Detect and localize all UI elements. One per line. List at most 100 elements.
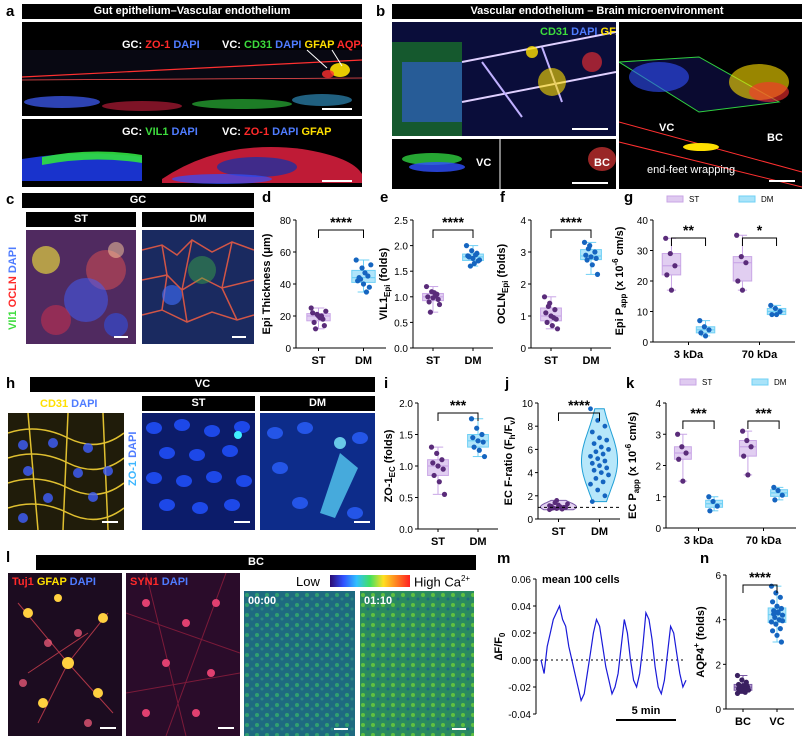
y-tick-label: -0.02: [508, 683, 531, 694]
data-point: [588, 406, 593, 412]
micrograph-h-st-art: [142, 413, 255, 530]
micrograph-c-st-art: [26, 230, 136, 344]
data-point: [773, 621, 779, 627]
data-point: [476, 257, 483, 263]
y-tick-label: 2: [520, 280, 526, 291]
y-tick-label: 6: [715, 571, 721, 582]
y-tick-label: 4: [520, 216, 526, 227]
data-point: [745, 472, 751, 478]
y-axis-label-part: h: [508, 434, 517, 439]
data-point: [778, 605, 785, 612]
data-point: [698, 330, 704, 336]
data-point: [436, 479, 442, 485]
stain-label: GFAP: [33, 576, 67, 588]
data-point: [554, 498, 560, 503]
x-tick-label: 70 kDa: [746, 535, 782, 547]
y-tick-label: 1: [520, 312, 526, 323]
stain-label: GC:: [122, 126, 146, 138]
y-tick-label: 2: [527, 492, 533, 503]
y-tick-label: 0.00: [512, 656, 532, 667]
end-feet-wrapping-label: end-feet wrapping: [647, 164, 736, 176]
stain-label: SYN1: [130, 576, 159, 588]
data-point: [606, 447, 611, 452]
micrograph-b-main-art: [392, 31, 616, 136]
data-point: [476, 447, 482, 453]
data-point: [543, 310, 549, 316]
panel-b-stain-legend: CD31 DAPI GFAP AQP4: [540, 26, 616, 38]
stain-label: CD31: [40, 398, 69, 410]
data-point: [466, 254, 472, 260]
significance-label: ****: [568, 397, 590, 413]
data-point: [430, 460, 436, 466]
data-point: [441, 491, 448, 497]
chart-letter-e: e: [380, 189, 388, 206]
chart-title: mean 100 cells: [542, 574, 620, 586]
x-tick-label: ST: [544, 355, 558, 367]
data-point: [735, 278, 741, 284]
data-point: [589, 460, 595, 466]
data-point: [597, 463, 602, 469]
data-point: [778, 639, 785, 645]
panel-h-st-label: ST: [142, 396, 255, 411]
y-axis-label-part: /F: [503, 424, 515, 434]
y-axis-label-part: Epi Thickness (μm): [261, 233, 273, 334]
data-point: [480, 439, 486, 445]
panel-b-bc-label: BC: [594, 157, 610, 169]
scale-bar: [232, 336, 246, 338]
stain-label: VC:: [222, 126, 244, 138]
y-tick-label: 0.5: [394, 318, 408, 329]
significance-bracket: [432, 229, 474, 238]
data-point: [710, 498, 716, 505]
panel-letter-a: a: [6, 3, 15, 20]
panel-l-stain1: Tuj1 GFAP DAPI: [12, 576, 96, 588]
data-point: [697, 318, 703, 324]
micrograph-l-calcium-t0-art: [244, 591, 355, 736]
y-axis-label-part: cm/s): [614, 226, 626, 258]
data-point: [598, 444, 604, 450]
data-point: [707, 508, 713, 514]
y-axis-label: EC F-ratio (Fh/Fv): [503, 416, 517, 505]
data-point: [675, 431, 681, 437]
x-tick-label: ST: [311, 355, 325, 367]
y-axis-label-part: app: [632, 479, 641, 493]
data-point: [549, 323, 555, 329]
micrograph-l-calcium-t1: 01:10: [360, 591, 474, 736]
data-point: [779, 612, 786, 618]
data-point: [588, 481, 593, 487]
y-axis-label-part: EC P: [627, 493, 639, 519]
y-axis-label: VIL1Epi (folds): [378, 247, 392, 320]
data-point: [595, 487, 601, 493]
micrograph-b-3d-art: [619, 56, 802, 188]
y-axis-label: ZO-1EC (folds): [383, 429, 397, 502]
data-point: [311, 319, 317, 325]
data-point: [545, 303, 552, 309]
data-point: [701, 324, 707, 330]
data-point: [427, 309, 433, 315]
significance-bracket: [742, 584, 778, 593]
data-point: [663, 235, 669, 241]
micrograph-h-cd31-art: [8, 413, 124, 530]
panel-a-row2-left-stain: GC: VIL1 DAPI: [122, 126, 198, 138]
scale-bar: [322, 108, 352, 110]
stain-label: DAPI: [170, 39, 200, 51]
panel-letter-b: b: [376, 3, 386, 20]
data-point: [680, 478, 686, 484]
x-tick-label: ST: [426, 355, 440, 367]
significance-bracket: [747, 420, 780, 429]
micrograph-b-3d: VC BC end-feet wrapping: [619, 22, 802, 189]
calcium-high-label: High Ca2+: [414, 574, 470, 589]
scale-bar: [572, 128, 608, 130]
data-point: [775, 487, 781, 494]
data-point: [589, 262, 595, 268]
trace-line: [540, 604, 687, 703]
micrograph-h-st: [142, 413, 255, 530]
micrograph-a-bottom: GC: VIL1 DAPI VC: ZO-1 DAPI GFAP: [22, 119, 362, 187]
data-point: [426, 299, 432, 305]
significance-label: ***: [690, 405, 707, 421]
data-point: [593, 449, 599, 455]
y-tick-label: 4: [527, 469, 533, 480]
micrograph-l-calcium-t1-art: [360, 591, 474, 736]
y-axis-label-part: ): [503, 416, 515, 420]
data-point: [471, 444, 477, 450]
data-point: [541, 294, 548, 300]
